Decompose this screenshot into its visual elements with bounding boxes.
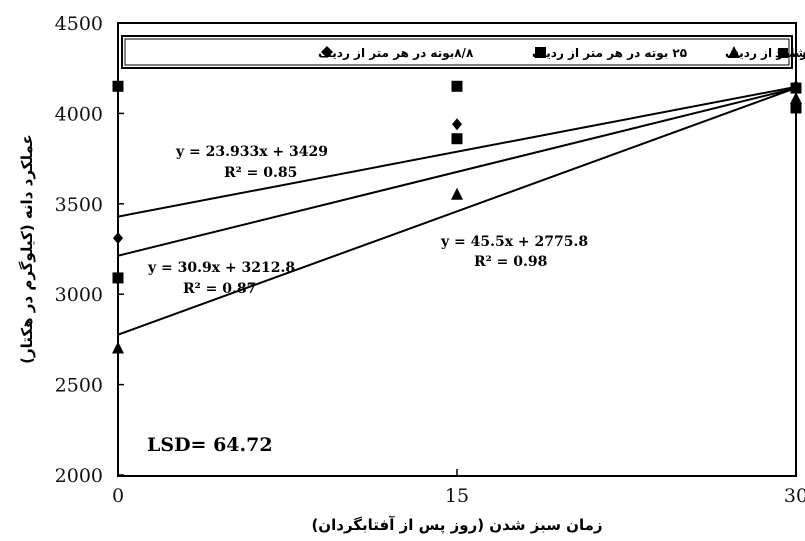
data-point-triangle bbox=[790, 91, 802, 104]
r2-41-7: R² = 0.98 bbox=[474, 254, 547, 270]
legend-label-8-8: ۸/۸بوته در هر متر از ردیف bbox=[318, 46, 474, 61]
y-tick-label: 2500 bbox=[55, 375, 103, 397]
data-point-diamond bbox=[452, 118, 462, 131]
trendline bbox=[117, 85, 797, 218]
legend-marker-41-7 bbox=[728, 46, 740, 58]
data-point-diamond bbox=[113, 232, 123, 245]
legend-label-control: شاهد bbox=[775, 46, 805, 60]
trendline bbox=[117, 87, 797, 257]
data-point-square bbox=[112, 272, 124, 284]
data-point-square bbox=[112, 80, 124, 92]
x-axis-title: زمان سبز شدن (روز پس از آفتابگردان) bbox=[311, 516, 602, 535]
legend-marker-control bbox=[778, 48, 788, 58]
legend-box bbox=[121, 35, 793, 69]
y-axis: 2000 2500 3000 3500 4000 4500 bbox=[55, 13, 124, 487]
data-point-triangle bbox=[112, 341, 124, 354]
y-tick-label: 4500 bbox=[55, 13, 103, 35]
data-point-square bbox=[451, 133, 463, 145]
legend: شاهد ۴۱/۷ بوته در هر متر از ردیف ۲۵ بوته… bbox=[121, 35, 805, 69]
y-tick-label: 2000 bbox=[55, 465, 103, 487]
x-tick-label: 15 bbox=[445, 485, 469, 507]
equation-8-8: y = 23.933x + 3429 bbox=[175, 144, 328, 160]
trendlines bbox=[117, 85, 797, 336]
legend-label-25: ۲۵ بوته در هر متر از ردیف bbox=[532, 46, 687, 61]
data-points bbox=[112, 80, 802, 354]
data-point-triangle bbox=[451, 187, 463, 200]
trendline bbox=[117, 87, 797, 336]
x-axis: 0 15 30 bbox=[112, 469, 805, 507]
x-tick-label: 30 bbox=[784, 485, 805, 507]
data-point-diamond bbox=[791, 80, 801, 93]
y-tick-label: 4000 bbox=[55, 103, 103, 125]
legend-label-41-7: ۴۱/۷ بوته در هر متر از ردیف bbox=[725, 46, 805, 61]
plot-area bbox=[117, 22, 797, 477]
data-point-square bbox=[790, 102, 802, 114]
r2-25: R² = 0.87 bbox=[183, 281, 256, 297]
lsd-annotation: LSD= 64.72 bbox=[147, 434, 273, 456]
legend-inner-box bbox=[124, 38, 790, 66]
r2-8-8: R² = 0.85 bbox=[224, 165, 297, 181]
y-axis-title: عملکرد دانه (کیلوگرم در هکتار) bbox=[18, 134, 36, 364]
y-tick-label: 3000 bbox=[55, 284, 103, 306]
equation-25: y = 30.9x + 3212.8 bbox=[147, 260, 295, 276]
legend-marker-8-8 bbox=[321, 46, 333, 58]
legend-marker-25 bbox=[535, 47, 546, 58]
equation-41-7: y = 45.5x + 2775.8 bbox=[440, 234, 588, 250]
data-point-square bbox=[451, 80, 463, 92]
y-tick-label: 3500 bbox=[55, 194, 103, 216]
x-tick-label: 0 bbox=[112, 485, 124, 507]
